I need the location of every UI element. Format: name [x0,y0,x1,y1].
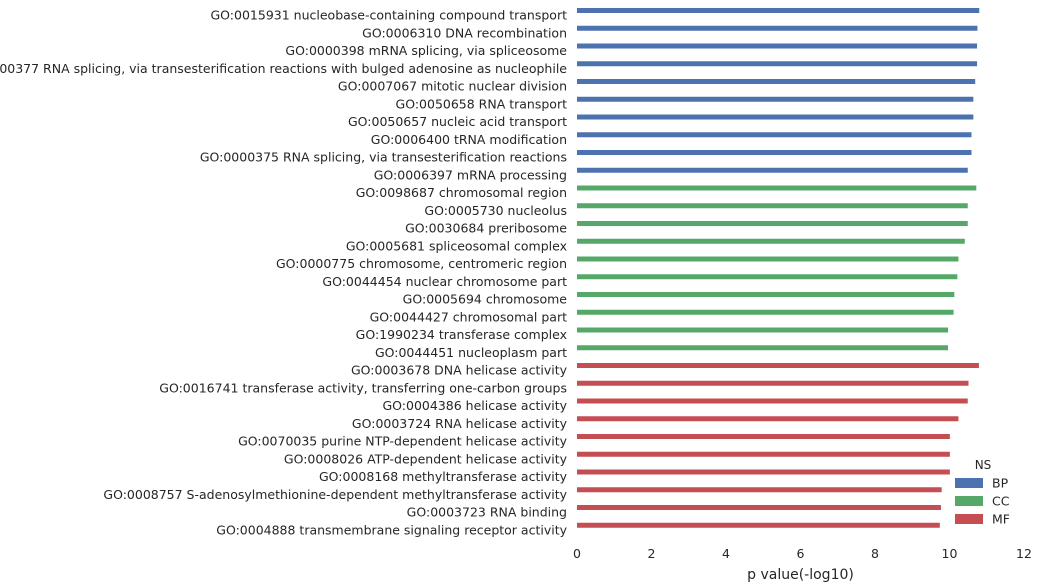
legend-label: MF [992,512,1010,527]
category-label: GO:0044427 chromosomal part [370,309,567,324]
bar [577,309,954,315]
bar [577,221,968,226]
bar [577,363,979,368]
bar [577,469,950,475]
category-labels: GO:0015931 nucleobase-containing compoun… [0,8,568,538]
category-label: GO:0000375 RNA splicing, via transesteri… [200,150,567,165]
category-label: GO:0044454 nuclear chromosome part [322,274,567,289]
bar [577,114,974,120]
category-label: GO:0006397 mRNA processing [374,167,567,182]
legend-swatch [955,514,983,524]
bar [577,150,972,155]
bar [577,292,955,297]
category-label: GO:0000398 mRNA splicing, via spliceosom… [285,43,567,58]
bar [577,398,968,404]
legend: NS BP CC MF [955,458,1010,527]
x-tick-label: 4 [722,546,730,561]
bar [577,61,978,67]
category-label: GO:0000377 RNA splicing, via transesteri… [0,61,567,76]
category-label: GO:0044451 nucleoplasm part [375,345,567,360]
category-label: GO:0005681 spliceosomal complex [346,238,567,253]
bar [577,132,972,138]
category-label: GO:0000775 chromosome, centromeric regio… [276,256,567,271]
x-tick-label: 8 [871,546,879,561]
legend-items: BP CC MF [955,476,1010,527]
bar [577,416,959,422]
bar [577,487,942,493]
bar [577,96,974,102]
bar [577,79,976,84]
x-tick-label: 12 [1016,546,1032,561]
bar [577,345,949,351]
category-label: GO:0007067 mitotic nuclear division [338,79,567,94]
bars-layer [577,8,980,528]
bar [577,167,968,173]
legend-swatch [955,496,983,506]
bar [577,185,977,191]
category-label: GO:0098687 chromosomal region [356,185,567,200]
x-tick-label: 2 [648,546,656,561]
category-label: GO:1990234 transferase complex [356,327,567,342]
legend-title: NS [975,458,992,472]
x-tick-label: 10 [942,546,958,561]
category-label: GO:0008757 S-adenosylmethionine-dependen… [103,487,567,502]
x-tick-labels: 0 2 4 6 8 10 12 [573,546,1032,561]
bar [577,327,949,333]
bar [577,380,969,386]
bar [577,25,978,31]
category-label: GO:0006400 tRNA modification [371,132,567,147]
category-label: GO:0003724 RNA helicase activity [352,416,568,431]
bar [577,274,958,280]
bar [577,256,959,262]
x-axis-label: p value(-log10) [747,567,854,583]
category-label: GO:0008026 ATP-dependent helicase activi… [284,451,568,466]
x-tick-label: 6 [797,546,805,561]
bar [577,43,978,49]
category-label: GO:0008168 methyltransferase activity [319,469,568,484]
bar [577,522,940,528]
legend-label: BP [992,476,1009,491]
category-label: GO:0016741 transferase activity, transfe… [159,380,567,395]
category-label: GO:0005730 nucleolus [424,203,567,218]
bar [577,451,950,457]
category-label: GO:0005694 chromosome [403,292,568,307]
x-tick-label: 0 [573,546,581,561]
bar [577,8,980,13]
bar [577,434,950,439]
category-label: GO:0070035 purine NTP-dependent helicase… [238,434,568,449]
category-label: GO:0003678 DNA helicase activity [351,363,568,378]
category-label: GO:0050657 nucleic acid transport [348,114,567,129]
category-label: GO:0004386 helicase activity [382,398,567,413]
category-label: GO:0030684 preribosome [405,221,567,236]
bar [577,505,941,510]
category-label: GO:0004888 transmembrane signaling recep… [216,522,567,537]
category-label: GO:0003723 RNA binding [407,505,567,520]
legend-label: CC [992,494,1010,509]
bar [577,203,968,209]
category-label: GO:0015931 nucleobase-containing compoun… [211,8,568,23]
category-label: GO:0006310 DNA recombination [362,25,567,40]
bar [577,238,965,244]
category-label: GO:0050658 RNA transport [396,96,568,111]
legend-swatch [955,478,983,488]
